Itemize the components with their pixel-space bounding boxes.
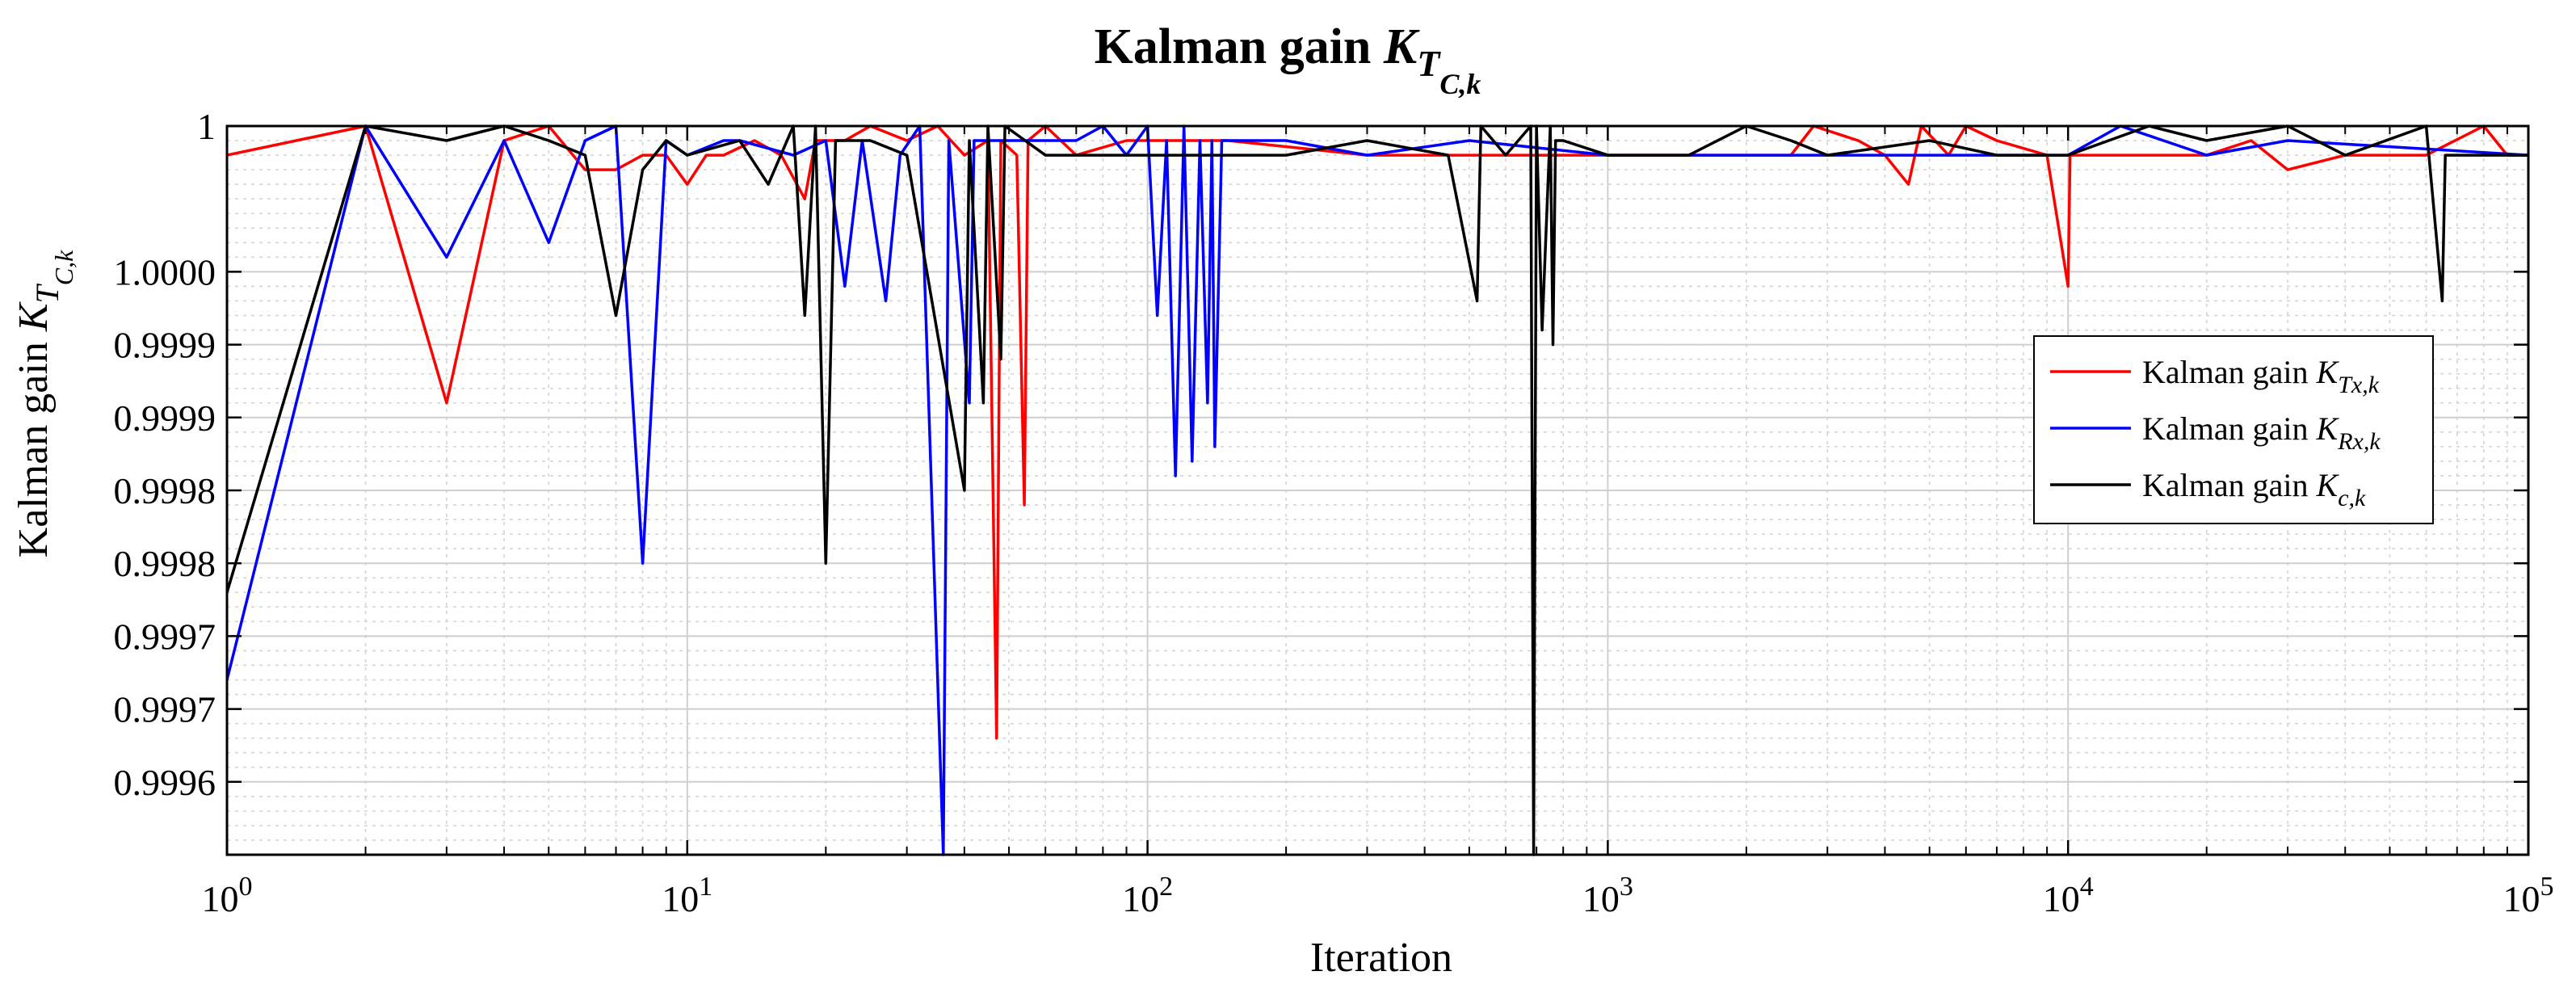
x-tick-label: 101 — [662, 872, 712, 919]
y-tick-label: 0.9999 — [114, 397, 216, 439]
chart-title-subscript: T — [1417, 43, 1441, 84]
legend-symbol: K — [2316, 410, 2340, 447]
x-tick-base: 10 — [202, 878, 239, 919]
series-line-ck — [225, 124, 2528, 856]
x-tick-base: 10 — [2503, 878, 2540, 919]
x-tick-labels: 100 101 102 103 104 105 — [202, 872, 2554, 919]
chart-title-text: Kalman gain — [1095, 19, 1372, 74]
series-lines — [225, 124, 2529, 856]
axis-ticks — [225, 124, 2530, 855]
legend-label: Kalman gain — [2142, 467, 2317, 503]
x-tick-label: 103 — [1582, 872, 1633, 919]
legend-entry: Kalman gain KRx,k — [2142, 410, 2381, 455]
legend-symbol: K — [2316, 354, 2340, 390]
legend-label: Kalman gain — [2142, 354, 2317, 390]
legend-symbol: K — [2316, 467, 2340, 503]
y-tick-label: 0.9999 — [114, 325, 216, 366]
x-tick-exponent: 0 — [239, 872, 253, 902]
x-tick-exponent: 3 — [1620, 872, 1633, 902]
x-tick-exponent: 4 — [2080, 872, 2094, 902]
x-tick-label: 105 — [2503, 872, 2554, 919]
x-tick-label: 100 — [202, 872, 253, 919]
y-tick-label: 0.9998 — [114, 470, 216, 511]
legend-box — [2033, 335, 2434, 524]
legend-subscript: c,k — [2338, 485, 2366, 511]
y-tick-labels: 1 1.0000 0.9999 0.9999 0.9998 0.9998 0.9997 0.9… — [114, 106, 216, 803]
x-tick-base: 10 — [662, 878, 699, 919]
legend-entry: Kalman gain Kc,k — [2142, 467, 2366, 511]
y-tick-label: 1.0000 — [114, 251, 216, 292]
chart-title: Kalman gain KTC,k — [1095, 19, 1481, 100]
y-axis-label-symbol: K — [11, 301, 57, 332]
y-axis-label-subscript: T — [29, 283, 65, 303]
y-tick-label: 0.9996 — [114, 762, 216, 803]
y-tick-label: 0.9998 — [114, 543, 216, 584]
chart-title-symbol: K — [1383, 19, 1420, 74]
series-line-txk — [226, 124, 2528, 740]
y-axis-label: Kalman gain KTC,k — [11, 250, 78, 557]
x-tick-exponent: 5 — [2540, 872, 2554, 902]
x-tick-exponent: 2 — [1159, 872, 1173, 902]
x-tick-base: 10 — [1122, 878, 1159, 919]
y-axis-label-subsubscript: C,k — [49, 250, 78, 285]
y-axis-label-text: Kalman gain — [11, 342, 57, 557]
y-tick-label: 0.9997 — [114, 689, 216, 730]
x-tick-base: 10 — [1582, 878, 1620, 919]
legend-subscript: Tx,k — [2338, 372, 2380, 398]
x-tick-exponent: 1 — [699, 872, 712, 902]
x-axis-label: Iteration — [1310, 935, 1452, 981]
x-tick-label: 102 — [1122, 872, 1173, 919]
legend-entry: Kalman gain KTx,k — [2142, 354, 2380, 398]
legend-subscript: Rx,k — [2337, 428, 2381, 455]
chart-title-subsubscript: C,k — [1439, 68, 1481, 100]
y-tick-label: 1 — [197, 106, 216, 147]
x-tick-label: 104 — [2043, 872, 2094, 919]
legend-label: Kalman gain — [2142, 410, 2317, 447]
x-tick-base: 10 — [2043, 878, 2080, 919]
y-tick-label: 0.9997 — [114, 616, 216, 657]
